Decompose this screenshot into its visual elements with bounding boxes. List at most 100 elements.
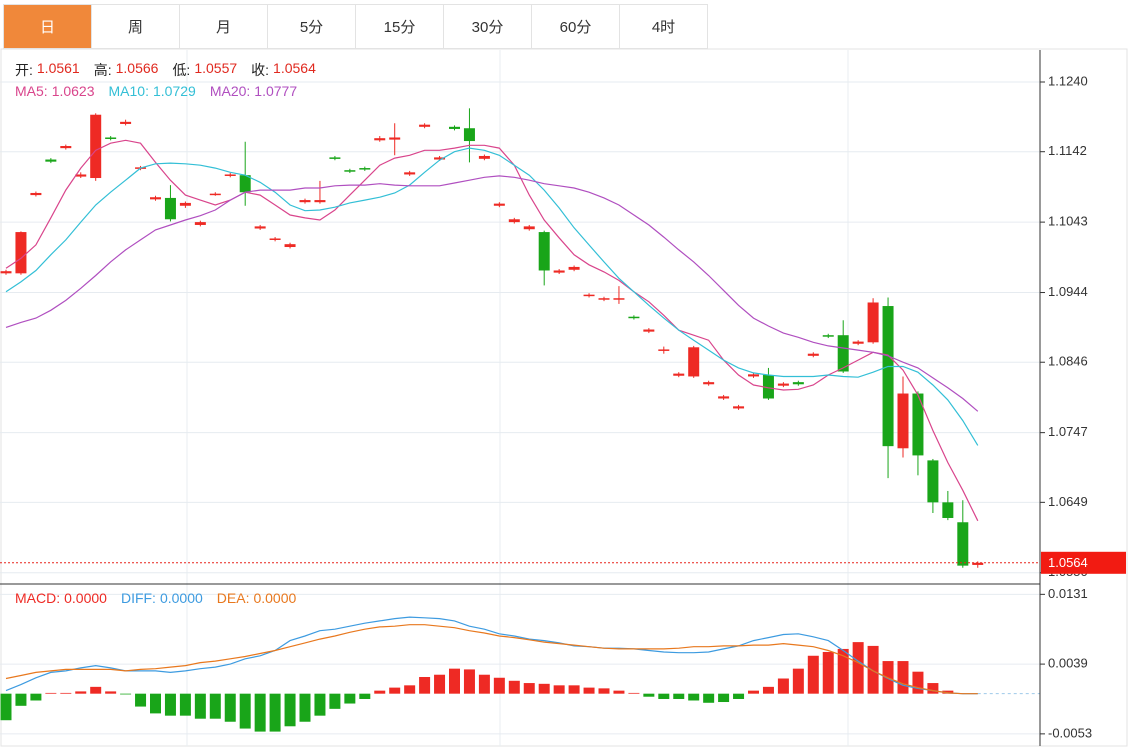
macd-bar [299, 693, 311, 722]
tab[interactable]: 60分 [532, 5, 620, 48]
macd-bar [105, 691, 117, 694]
tab[interactable]: 4时 [620, 5, 708, 48]
macd-bar [912, 671, 924, 694]
legend-value: 1.0729 [152, 83, 196, 99]
macd-bar [179, 693, 191, 716]
candle-body [688, 347, 700, 377]
candle-body [374, 138, 386, 141]
macd-bar [583, 687, 595, 694]
candle-body [150, 197, 161, 200]
candle-body [837, 335, 849, 372]
candle-body [762, 375, 774, 399]
candle-body [179, 202, 191, 206]
macd-bar [239, 693, 251, 729]
candle-body [733, 406, 745, 409]
candle-body [314, 200, 326, 203]
tab[interactable]: 月 [180, 5, 268, 48]
y-tick-label: 1.0649 [1048, 494, 1088, 509]
candle-body [299, 200, 311, 203]
legend-value: 0.0000 [253, 590, 297, 606]
macd-bar [688, 693, 700, 701]
macd-bar [493, 677, 505, 694]
macd-bar [822, 651, 834, 694]
macd-bar [807, 655, 819, 694]
tab[interactable]: 30分 [444, 5, 532, 48]
tab-bar: 日周月 5分 15分 30分 60分 4时 [3, 4, 708, 49]
macd-bar [598, 688, 610, 694]
ohlc-value: 1.0561 [36, 60, 80, 76]
candle-body [792, 382, 804, 385]
tab[interactable]: 日 [4, 5, 92, 48]
ma-line [5, 147, 979, 446]
macd-bar [389, 687, 401, 694]
candle-body [852, 341, 864, 344]
ohlc-label: 收: [251, 62, 270, 78]
y-tick-label: 1.1240 [1048, 73, 1088, 88]
ohlc-item: 高: 1.0566 [94, 60, 159, 80]
macd-bar [837, 648, 849, 694]
candle-body [404, 172, 416, 175]
macd-bar [777, 678, 789, 694]
candle-body [807, 353, 819, 356]
y-tick-label: 1.0747 [1048, 424, 1088, 439]
candle-body [628, 316, 640, 319]
axis-layer: 1.1240 1.1142 1.1043 1.0944 1.0846 1.0747 1.06… [1040, 73, 1126, 740]
legend-item: MA20: 1.0777 [210, 83, 297, 99]
candle-body [269, 238, 281, 240]
y-tick-label: 1.0846 [1048, 354, 1088, 369]
macd-bar [45, 692, 57, 694]
candle-body [523, 226, 535, 230]
macd-bar [75, 691, 87, 694]
macd-bar [449, 668, 460, 694]
macd-bar [269, 693, 281, 732]
legend-name: MA10: [108, 83, 149, 99]
tab[interactable]: 5分 [268, 5, 356, 48]
candle-body [912, 393, 924, 456]
candle-body [164, 197, 176, 220]
macd-legend: MACD: 0.0000 DIFF: 0.0000 DEA: 0.0000 [15, 590, 296, 606]
macd-bar [404, 685, 416, 694]
macd-bar [30, 693, 42, 701]
macd-bar [762, 686, 774, 694]
tab[interactable]: 周 [92, 5, 180, 48]
ohlc-label: 高: [93, 62, 112, 78]
candle-body [344, 170, 356, 172]
candle-body [957, 522, 969, 566]
mark-layer [0, 108, 1040, 732]
macd-bar [224, 693, 236, 722]
legend-item: MACD: 0.0000 [15, 590, 107, 606]
macd-bar [852, 642, 864, 694]
y-tick-label: 0.0039 [1048, 656, 1088, 671]
tab[interactable]: 15分 [356, 5, 444, 48]
legend-name: MACD: [15, 590, 61, 606]
ohlc-item: 开: 1.0561 [15, 60, 80, 80]
grid-layer [0, 81, 1040, 735]
macd-bar [194, 693, 206, 719]
y-tick-label: 1.1043 [1048, 214, 1088, 229]
candle-body [389, 137, 401, 140]
legend-item: MA5: 1.0623 [15, 83, 95, 99]
macd-bar [792, 668, 804, 694]
ohlc-item: 低: 1.0557 [172, 60, 237, 80]
candle-body [583, 294, 595, 297]
macd-bar [135, 693, 147, 707]
ohlc-value: 1.0566 [115, 60, 159, 76]
macd-bar [314, 693, 326, 716]
macd-bar [733, 693, 745, 699]
ma-legend: MA5: 1.0623 MA10: 1.0729 MA20: 1.0777 [15, 83, 297, 99]
candle-body [777, 383, 789, 386]
y-tick-label: 1.0944 [1048, 284, 1088, 299]
legend-name: MA20: [209, 83, 251, 99]
candle-body [419, 124, 431, 127]
ohlc-item: 收: 1.0564 [251, 60, 316, 80]
ohlc-value: 1.0564 [273, 60, 316, 76]
candle-body [449, 126, 460, 129]
macd-bar [927, 683, 939, 694]
macd-bar [942, 690, 954, 694]
y-tick-label: -0.0053 [1048, 725, 1092, 740]
candle-body [30, 192, 42, 196]
legend-value: 0.0000 [64, 590, 107, 606]
candle-body [75, 174, 87, 177]
